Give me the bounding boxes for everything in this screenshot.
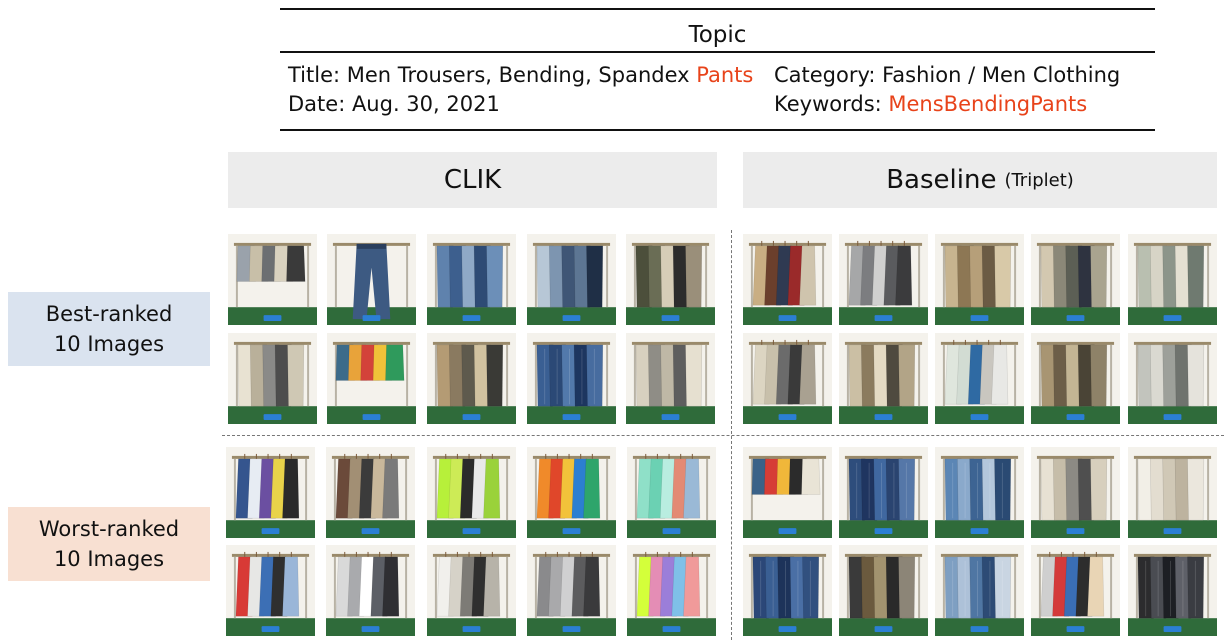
clik-best-image	[327, 333, 416, 424]
baseline-column-header: Baseline (Triplet)	[743, 152, 1217, 208]
clik-worst-image	[627, 447, 716, 538]
baseline-best-image	[839, 234, 928, 325]
clik-best-image	[327, 234, 416, 325]
topic-date: Date: Aug. 30, 2021	[288, 92, 500, 116]
clik-best-image	[228, 333, 317, 424]
clik-worst-image	[627, 545, 716, 636]
baseline-best-image	[1031, 333, 1120, 424]
topic-heading: Topic	[688, 22, 747, 48]
baseline-worst-image	[935, 447, 1024, 538]
topic-keywords-highlight: MensBendingPants	[888, 92, 1088, 116]
clik-best-image	[626, 234, 715, 325]
baseline-best-image	[935, 234, 1024, 325]
baseline-best-image	[1128, 234, 1217, 325]
clik-best-image	[626, 333, 715, 424]
clik-worst-image	[427, 545, 516, 636]
worst-ranked-label: Worst-ranked 10 Images	[8, 507, 210, 581]
best-ranked-label: Best-ranked 10 Images	[8, 292, 210, 366]
baseline-best-image	[1128, 333, 1217, 424]
clik-best-image	[228, 234, 317, 325]
clik-worst-image	[326, 447, 415, 538]
topic-keywords-label: Keywords:	[774, 92, 889, 116]
baseline-worst-image	[1031, 545, 1120, 636]
baseline-header-sub: (Triplet)	[1004, 169, 1074, 191]
baseline-worst-image	[839, 447, 928, 538]
baseline-worst-image	[1128, 447, 1217, 538]
clik-column-header: CLIK	[228, 152, 717, 208]
clik-worst-image	[527, 447, 616, 538]
row-divider	[222, 435, 1224, 436]
baseline-worst-image	[743, 545, 832, 636]
topic-top-rule	[280, 8, 1155, 10]
baseline-worst-image	[743, 447, 832, 538]
baseline-worst-image	[1031, 447, 1120, 538]
clik-header-label: CLIK	[443, 165, 502, 195]
clik-worst-image	[427, 447, 516, 538]
clik-worst-image	[527, 545, 616, 636]
clik-worst-image	[226, 447, 315, 538]
topic-title-line: Title: Men Trousers, Bending, Spandex Pa…	[288, 61, 753, 90]
clik-best-image	[427, 333, 516, 424]
worst-ranked-line1: Worst-ranked	[38, 517, 180, 541]
clik-worst-image	[226, 545, 315, 636]
baseline-best-image	[1031, 234, 1120, 325]
topic-mid-rule	[280, 51, 1155, 53]
baseline-best-image	[839, 333, 928, 424]
clik-worst-image	[326, 545, 415, 636]
clik-best-image	[527, 234, 616, 325]
topic-panel: Topic Title: Men Trousers, Bending, Span…	[280, 8, 1155, 132]
best-ranked-line2: 10 Images	[53, 332, 165, 356]
clik-best-image	[527, 333, 616, 424]
baseline-best-image	[935, 333, 1024, 424]
topic-category: Category: Fashion / Men Clothing	[774, 63, 1121, 87]
topic-bottom-rule	[280, 129, 1155, 131]
baseline-worst-image	[1128, 545, 1217, 636]
clik-best-image	[427, 234, 516, 325]
baseline-worst-image	[935, 545, 1024, 636]
baseline-worst-image	[839, 545, 928, 636]
topic-keywords-line: Keywords: MensBendingPants	[774, 90, 1087, 119]
topic-title-highlight: Pants	[696, 63, 754, 87]
best-ranked-line1: Best-ranked	[45, 302, 173, 326]
baseline-header-label: Baseline	[886, 165, 997, 195]
worst-ranked-line2: 10 Images	[53, 547, 165, 571]
topic-title-text: Title: Men Trousers, Bending, Spandex	[288, 63, 697, 87]
baseline-best-image	[743, 333, 832, 424]
baseline-best-image	[743, 234, 832, 325]
